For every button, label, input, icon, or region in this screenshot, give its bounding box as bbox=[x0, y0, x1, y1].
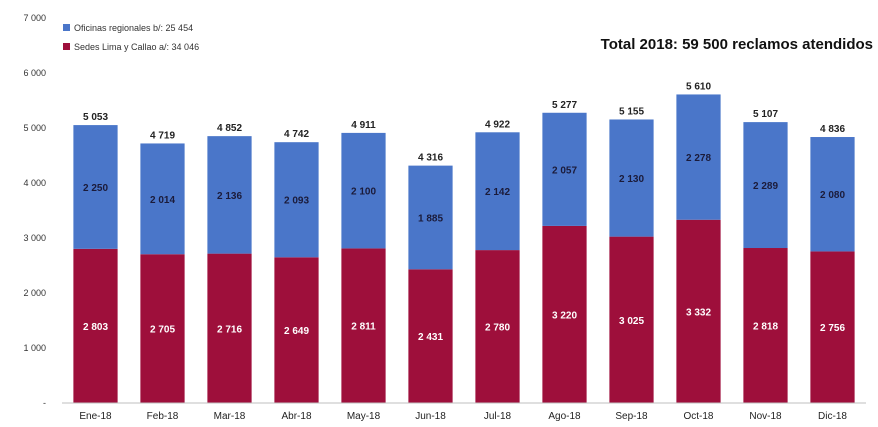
bar-total-label: 4 836 bbox=[820, 124, 845, 135]
y-tick-label: 7 000 bbox=[23, 13, 46, 23]
bar-segment-sedes bbox=[73, 248, 118, 403]
bar-segment-sedes bbox=[341, 248, 386, 403]
bar-segment-oficinas bbox=[542, 112, 587, 226]
bar-segment-label: 2 756 bbox=[820, 323, 845, 334]
bar-segment-sedes bbox=[810, 251, 855, 403]
data-labels: 2 803 2 250 5 053 2 705 2 014 4 719 2 716 2 136… bbox=[83, 81, 845, 343]
bar-segment-sedes bbox=[475, 250, 520, 403]
bar-segment-oficinas bbox=[341, 132, 386, 249]
bar-total-label: 5 155 bbox=[619, 106, 644, 117]
bar-segment-label: 2 289 bbox=[753, 181, 778, 192]
bar-total-label: 4 742 bbox=[284, 129, 309, 140]
bar-segment-label: 2 250 bbox=[83, 183, 108, 194]
bar-segment-sedes bbox=[676, 219, 721, 403]
y-tick-label: 1 000 bbox=[23, 343, 46, 353]
x-category-label: Jul-18 bbox=[484, 411, 512, 422]
bar-segment-label: 2 014 bbox=[150, 195, 175, 206]
bar-segment-label: 2 100 bbox=[351, 187, 376, 198]
legend-swatch-sedes bbox=[63, 43, 70, 50]
x-category-label: Abr-18 bbox=[281, 411, 311, 422]
chart-title: Total 2018: 59 500 reclamos atendidos bbox=[601, 36, 873, 53]
y-axis: - 1 000 2 000 3 000 4 000 5 000 6 000 7 000 bbox=[23, 13, 46, 408]
bar-total-label: 5 107 bbox=[753, 109, 778, 120]
bar-segment-label: 3 332 bbox=[686, 307, 711, 318]
y-tick-label: 2 000 bbox=[23, 288, 46, 298]
bar-segment-oficinas bbox=[73, 125, 118, 249]
bar-segment-label: 1 885 bbox=[418, 213, 443, 224]
bar-segment-label: 3 220 bbox=[552, 310, 577, 321]
legend-label-sedes: Sedes Lima y Callao a/: 34 046 bbox=[74, 42, 199, 52]
bar-segment-label: 2 780 bbox=[485, 323, 510, 334]
x-category-label: Ago-18 bbox=[548, 411, 581, 422]
bar-segment-oficinas bbox=[676, 94, 721, 220]
bar-segment-sedes bbox=[609, 236, 654, 403]
bar-segment-label: 2 818 bbox=[753, 322, 778, 333]
y-tick-label: 4 000 bbox=[23, 178, 46, 188]
y-tick-label: - bbox=[43, 398, 46, 408]
bars bbox=[73, 94, 855, 403]
bar-segment-sedes bbox=[743, 248, 788, 403]
bar-segment-label: 2 811 bbox=[351, 322, 376, 333]
bar-segment-sedes bbox=[207, 253, 252, 403]
x-category-label: Ene-18 bbox=[79, 411, 112, 422]
bar-segment-label: 2 649 bbox=[284, 326, 309, 337]
x-category-label: May-18 bbox=[347, 411, 381, 422]
bar-segment-oficinas bbox=[140, 143, 185, 255]
bar-total-label: 4 911 bbox=[351, 120, 376, 131]
legend-label-oficinas: Oficinas regionales b/: 25 454 bbox=[74, 23, 193, 33]
bar-segment-label: 2 130 bbox=[619, 174, 644, 185]
bar-segment-oficinas bbox=[274, 142, 319, 258]
bar-segment-label: 2 080 bbox=[820, 190, 845, 201]
x-category-label: Jun-18 bbox=[415, 411, 446, 422]
bar-segment-oficinas bbox=[475, 132, 520, 251]
bar-segment-label: 2 431 bbox=[418, 332, 443, 343]
bar-segment-oficinas bbox=[408, 165, 453, 270]
bar-segment-label: 2 142 bbox=[485, 187, 510, 198]
bar-total-label: 5 610 bbox=[686, 81, 711, 92]
bar-segment-label: 2 278 bbox=[686, 153, 711, 164]
bar-segment-oficinas bbox=[609, 119, 654, 237]
bar-segment-oficinas bbox=[743, 122, 788, 249]
x-category-label: Sep-18 bbox=[615, 411, 648, 422]
bar-total-label: 5 277 bbox=[552, 100, 577, 111]
bar-total-label: 4 719 bbox=[150, 130, 175, 141]
legend-swatch-oficinas bbox=[63, 24, 70, 31]
x-axis: Ene-18 Feb-18 Mar-18 Abr-18 May-18 Jun-18 Jul-… bbox=[62, 402, 866, 422]
y-tick-label: 3 000 bbox=[23, 233, 46, 243]
bar-total-label: 4 922 bbox=[485, 119, 510, 130]
bar-segment-label: 2 716 bbox=[217, 324, 242, 335]
bar-segment-label: 2 705 bbox=[150, 325, 175, 336]
bar-segment-sedes bbox=[140, 254, 185, 403]
x-category-label: Dic-18 bbox=[818, 411, 847, 422]
x-category-label: Mar-18 bbox=[214, 411, 246, 422]
bar-segment-label: 2 057 bbox=[552, 165, 577, 176]
y-tick-label: 6 000 bbox=[23, 68, 46, 78]
bar-segment-label: 3 025 bbox=[619, 316, 644, 327]
bar-segment-label: 2 803 bbox=[83, 322, 108, 333]
legend: Oficinas regionales b/: 25 454 Sedes Lim… bbox=[63, 23, 199, 52]
x-category-label: Oct-18 bbox=[683, 411, 713, 422]
bar-segment-sedes bbox=[542, 225, 587, 403]
bar-segment-oficinas bbox=[207, 136, 252, 254]
x-category-label: Nov-18 bbox=[749, 411, 782, 422]
x-category-label: Feb-18 bbox=[147, 411, 179, 422]
bar-total-label: 4 316 bbox=[418, 153, 443, 164]
bar-segment-sedes bbox=[274, 257, 319, 403]
bar-total-label: 4 852 bbox=[217, 123, 242, 134]
bar-segment-label: 2 093 bbox=[284, 196, 309, 207]
bar-segment-label: 2 136 bbox=[217, 191, 242, 202]
bar-segment-sedes bbox=[408, 269, 453, 403]
bar-segment-oficinas bbox=[810, 137, 855, 252]
bar-total-label: 5 053 bbox=[83, 112, 108, 123]
y-tick-label: 5 000 bbox=[23, 123, 46, 133]
